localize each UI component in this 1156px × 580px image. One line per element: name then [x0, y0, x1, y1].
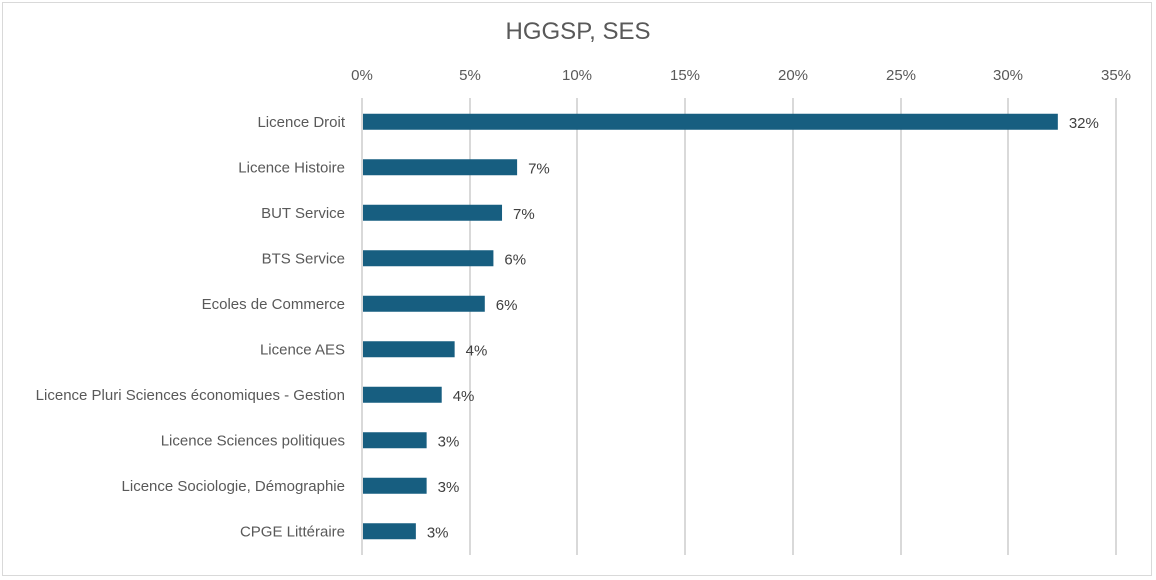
- category-label: Licence Sociologie, Démographie: [122, 478, 345, 495]
- x-tick-label: 25%: [886, 67, 916, 84]
- chart-title: HGGSP, SES: [505, 18, 651, 45]
- x-tick-label: 30%: [993, 67, 1023, 84]
- bar: [363, 386, 442, 403]
- bar: [363, 477, 427, 494]
- x-tick-label: 5%: [459, 67, 481, 84]
- category-label: Licence Droit: [257, 114, 345, 131]
- bar: [363, 159, 518, 176]
- data-label: 7%: [513, 206, 535, 223]
- x-tick-label: 15%: [670, 67, 700, 84]
- data-label: 7%: [528, 160, 550, 177]
- bar: [363, 341, 455, 358]
- category-label: Licence Histoire: [238, 159, 345, 176]
- bar: [363, 295, 485, 312]
- category-label: Licence AES: [260, 341, 345, 358]
- bar: [363, 250, 494, 267]
- x-tick-label: 10%: [562, 67, 592, 84]
- category-label: Licence Sciences politiques: [161, 432, 345, 449]
- data-label: 3%: [427, 524, 449, 541]
- data-label: 32%: [1069, 115, 1099, 132]
- x-tick-label: 0%: [351, 67, 373, 84]
- y-axis-categories: Licence Droit Licence Histoire BUT Service…: [36, 114, 346, 541]
- category-label: Licence Pluri Sciences économiques - Ges…: [36, 387, 345, 404]
- data-labels: 32% 7% 7% 6% 6% 4% 4% 3% 3% 3%: [427, 115, 1099, 542]
- category-label: BUT Service: [261, 205, 345, 222]
- category-label: CPGE Littéraire: [240, 523, 345, 540]
- data-label: 4%: [453, 388, 475, 405]
- data-label: 4%: [466, 342, 488, 359]
- bar: [363, 523, 416, 540]
- bars: [363, 113, 1058, 540]
- x-axis-ticks: 0% 5% 10% 15% 20% 25% 30% 35%: [351, 67, 1131, 84]
- data-label: 3%: [438, 433, 460, 450]
- data-label: 3%: [438, 479, 460, 496]
- category-label: BTS Service: [262, 250, 345, 267]
- x-tick-label: 20%: [778, 67, 808, 84]
- bar: [363, 432, 427, 449]
- x-tick-label: 35%: [1101, 67, 1131, 84]
- data-label: 6%: [504, 251, 526, 268]
- bar: [363, 113, 1058, 130]
- data-label: 6%: [496, 297, 518, 314]
- bar: [363, 204, 503, 221]
- category-label: Ecoles de Commerce: [202, 296, 345, 313]
